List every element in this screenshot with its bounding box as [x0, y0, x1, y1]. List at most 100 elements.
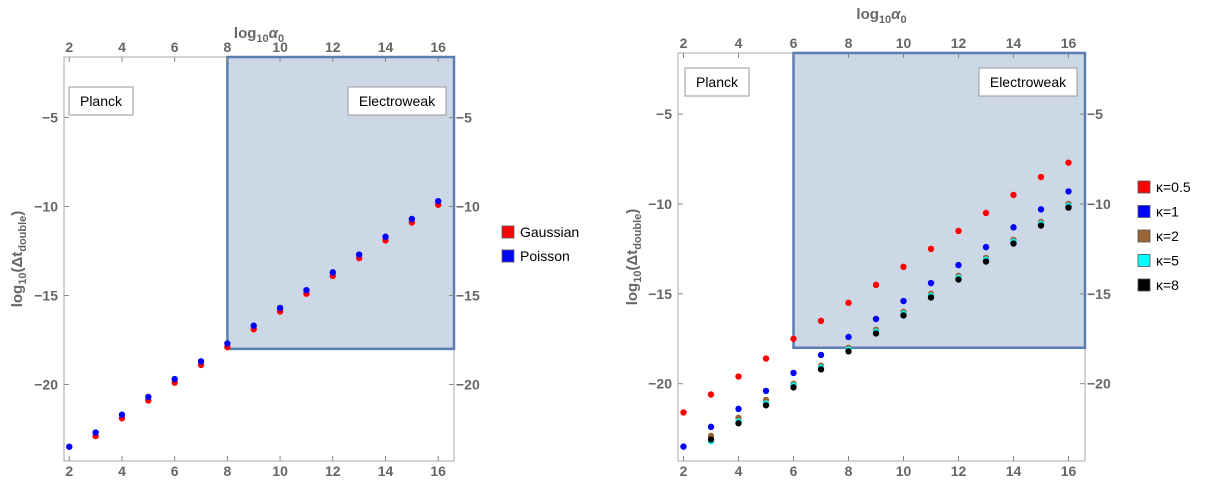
data-point	[790, 384, 797, 391]
data-point	[790, 369, 797, 377]
x-tick-label-bottom: 2	[680, 463, 688, 479]
data-point	[224, 340, 231, 347]
data-point	[900, 263, 907, 271]
planck-label: Planck	[80, 93, 123, 109]
legend-swatch	[501, 225, 515, 239]
legend-label: κ=1	[1156, 204, 1179, 220]
legend-swatch	[501, 249, 515, 263]
data-point	[872, 315, 880, 323]
planck-label: Planck	[696, 74, 739, 90]
y-tick-label-right: −20	[1087, 376, 1111, 392]
y-tick-label-left: −10	[34, 198, 58, 214]
legend-swatch	[1137, 205, 1151, 218]
x-tick-label-top: 6	[790, 35, 798, 51]
electroweak-label-box	[978, 67, 1078, 97]
x-tick-label-bottom: 12	[325, 463, 341, 479]
data-point	[927, 279, 935, 287]
data-point	[382, 233, 389, 240]
x-tick-label-top: 10	[272, 39, 288, 55]
x-tick-label-top: 4	[118, 39, 126, 55]
series-2	[66, 197, 442, 450]
data-point	[707, 391, 715, 398]
planck-label-box	[684, 67, 750, 97]
electroweak-label: Electroweak	[359, 93, 436, 109]
data-point	[250, 322, 257, 329]
data-point	[355, 251, 363, 258]
x-tick-label-top: 8	[845, 35, 853, 51]
x-tick-label-top: 2	[680, 35, 688, 51]
data-point	[762, 355, 770, 362]
x-tick-label-bottom: 4	[735, 463, 743, 479]
chart-panel-2: 2 2 4 4 6 6 8 8 10 10 12 12 14 14 16 16 −5 −5 −10 −10 −15 −15…	[624, 6, 1191, 479]
x-tick-label-bottom: 8	[845, 463, 853, 479]
legend-label: κ=8	[1156, 277, 1179, 293]
data-point	[790, 335, 797, 342]
x-axis-title: log10α0	[856, 6, 906, 26]
y-tick-label-right: −10	[456, 198, 480, 214]
electroweak-region	[792, 51, 1087, 350]
y-tick-label-left: −20	[34, 376, 58, 392]
data-point	[900, 297, 907, 305]
x-tick-label-bottom: 6	[790, 463, 798, 479]
data-point	[982, 209, 990, 217]
data-point	[92, 429, 99, 436]
data-point	[1037, 206, 1045, 213]
x-tick-label-bottom: 8	[223, 463, 231, 479]
data-point	[707, 423, 715, 431]
y-tick-label-right: −15	[1087, 286, 1111, 302]
data-point	[1010, 191, 1017, 199]
x-tick-label-top: 14	[378, 39, 394, 55]
data-point	[66, 443, 73, 450]
data-point	[955, 227, 962, 235]
y-tick-label-left: −5	[42, 110, 58, 126]
data-point	[303, 286, 310, 294]
planck-label-box	[68, 86, 134, 116]
x-axis-title: log10α0	[234, 25, 284, 45]
data-point	[145, 393, 152, 401]
legend-swatch	[1137, 180, 1151, 194]
legend-label: κ=5	[1156, 253, 1179, 269]
data-point	[329, 269, 336, 276]
x-tick-label-bottom: 12	[951, 463, 967, 479]
data-point	[408, 215, 416, 223]
series-2	[680, 188, 1072, 450]
data-point	[982, 243, 990, 251]
y-tick-label-left: −20	[648, 376, 672, 392]
data-point	[845, 299, 852, 307]
data-point	[817, 317, 825, 325]
data-point	[1037, 173, 1045, 181]
y-tick-label-right: −5	[456, 110, 472, 126]
data-point	[118, 411, 126, 418]
data-point	[762, 402, 770, 409]
x-tick-label-bottom: 10	[272, 463, 288, 479]
x-tick-label-top: 12	[325, 39, 341, 55]
y-tick-label-left: −15	[34, 287, 58, 303]
data-point	[735, 405, 742, 413]
data-point	[845, 348, 852, 355]
data-point	[900, 312, 907, 319]
y-tick-label-left: −10	[648, 196, 672, 212]
legend-swatch	[1137, 254, 1151, 267]
legend-label: Poisson	[520, 248, 570, 264]
y-axis-title: log10(Δtdouble)	[624, 209, 644, 306]
x-tick-label-bottom: 16	[430, 463, 446, 479]
x-tick-label-bottom: 14	[1006, 463, 1022, 479]
data-point	[680, 409, 687, 416]
electroweak-label-box	[347, 86, 447, 116]
data-point	[817, 351, 825, 359]
data-point	[872, 330, 880, 337]
data-point	[1037, 222, 1045, 229]
data-point	[171, 375, 178, 383]
x-tick-label-bottom: 6	[171, 463, 179, 479]
x-tick-label-top: 10	[896, 35, 912, 51]
data-point	[927, 294, 935, 301]
y-tick-label-right: −15	[456, 287, 480, 303]
x-tick-label-top: 16	[1061, 35, 1077, 51]
x-tick-label-top: 16	[430, 39, 446, 55]
data-point	[955, 261, 962, 269]
legend-swatch	[1137, 278, 1151, 292]
x-tick-label-bottom: 4	[118, 463, 126, 479]
y-tick-label-right: −10	[1087, 196, 1111, 212]
x-tick-label-bottom: 14	[378, 463, 394, 479]
